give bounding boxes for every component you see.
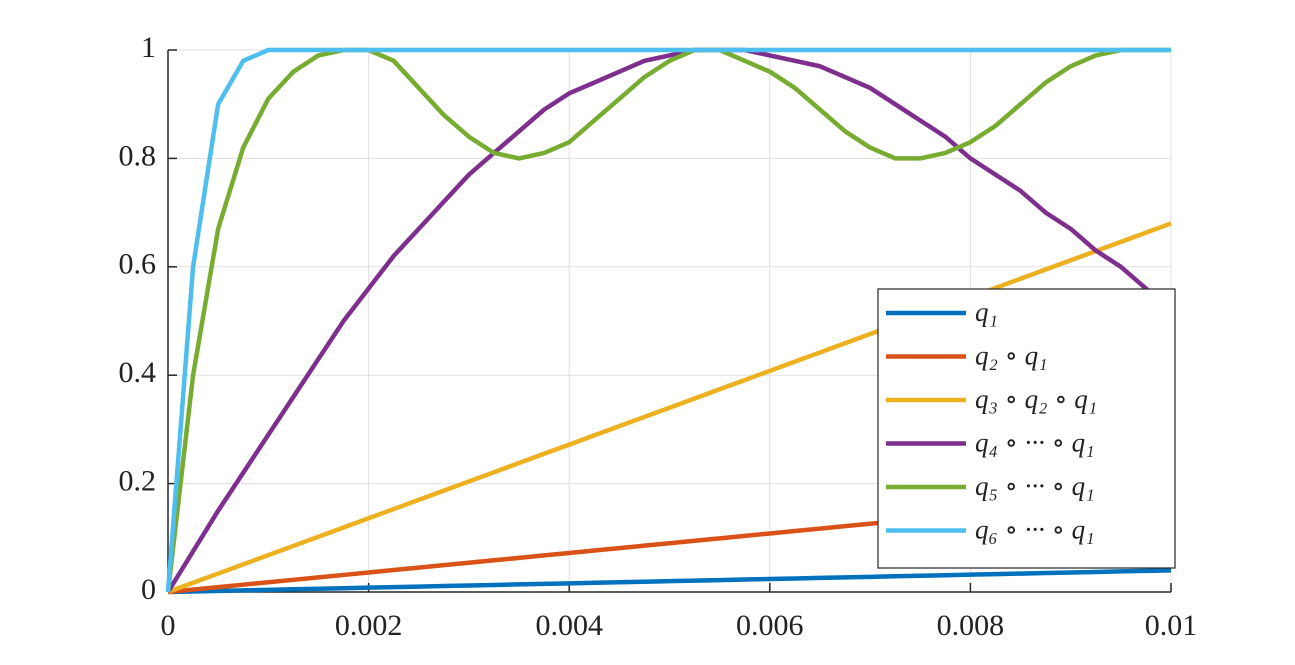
y-tick-label: 0 (141, 573, 156, 606)
legend-label: q₂ ∘ q₁ (975, 341, 1048, 371)
legend: q₁ q₂ ∘ q₁ q₃ ∘ q₂ ∘ q₁ q₄ ∘ ··· ∘ q₁ q₅ ∘ ·… (877, 288, 1176, 569)
series-line (167, 221, 1172, 595)
legend-box (877, 288, 1176, 569)
legend-label: q₆ ∘ ··· ∘ q₁ (975, 515, 1095, 545)
legend-label: q₁ (975, 297, 998, 327)
y-tick-label: 0.8 (119, 139, 157, 172)
series-line (167, 568, 1172, 595)
series-line (165, 47, 1171, 593)
x-tick-label: 0.004 (535, 609, 603, 642)
x-tick-label: 0.002 (335, 609, 403, 642)
x-tick-label: 0.01 (1145, 609, 1198, 642)
y-tick-label: 0.4 (119, 356, 157, 389)
y-tick-label: 0.6 (119, 248, 157, 281)
y-tick-label: 0.2 (119, 464, 157, 497)
x-tick-label: 0.006 (736, 609, 804, 642)
legend-label: q₅ ∘ ··· ∘ q₁ (975, 471, 1095, 501)
x-tick-label: 0.008 (937, 609, 1005, 642)
y-tick-label: 1 (141, 31, 156, 64)
legend-label: q₄ ∘ ··· ∘ q₁ (975, 428, 1095, 458)
series-line (166, 47, 1173, 594)
legend-label: q₃ ∘ q₂ ∘ q₁ (975, 384, 1097, 414)
x-tick-label: 0 (161, 609, 176, 642)
